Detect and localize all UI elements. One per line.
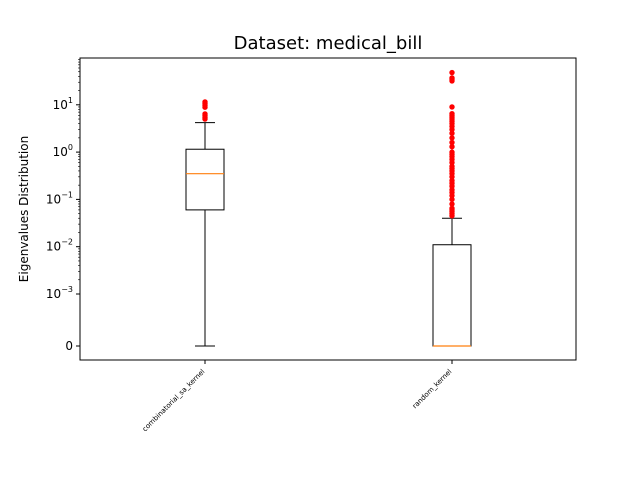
- axes-frame: [79, 57, 577, 361]
- flier-point: [202, 111, 208, 117]
- flier-point: [449, 135, 455, 141]
- y-tick-label: 10−3: [46, 285, 73, 301]
- y-tick-label: 10−1: [46, 190, 73, 206]
- y-tick-label: 0: [65, 339, 73, 353]
- flier-point: [449, 104, 455, 110]
- flier-point: [449, 139, 455, 146]
- x-tick-label: combinatorial_sa_kernel: [141, 368, 207, 434]
- chart-title: Dataset: medical_bill: [234, 33, 423, 54]
- flier-point: [449, 75, 455, 81]
- flier-point: [449, 110, 455, 117]
- y-tick-label: 10−2: [46, 238, 73, 254]
- flier-point: [449, 144, 455, 150]
- flier-point: [449, 149, 455, 155]
- x-tick-label: random_kernel: [411, 368, 454, 411]
- flier-point: [449, 201, 455, 207]
- y-axis-label: Eigenvalues Distribution: [17, 136, 31, 282]
- box: [185, 148, 225, 211]
- y-tick-label: 100: [53, 143, 73, 159]
- flier-point: [202, 99, 208, 105]
- flier-point: [449, 205, 455, 211]
- plot-area: 0 10−3 10−2 10−1 100 101 combinatorial_sa_kern…: [46, 57, 577, 434]
- flier-point: [449, 69, 455, 76]
- box: [432, 244, 472, 347]
- y-tick-label: 101: [53, 96, 73, 112]
